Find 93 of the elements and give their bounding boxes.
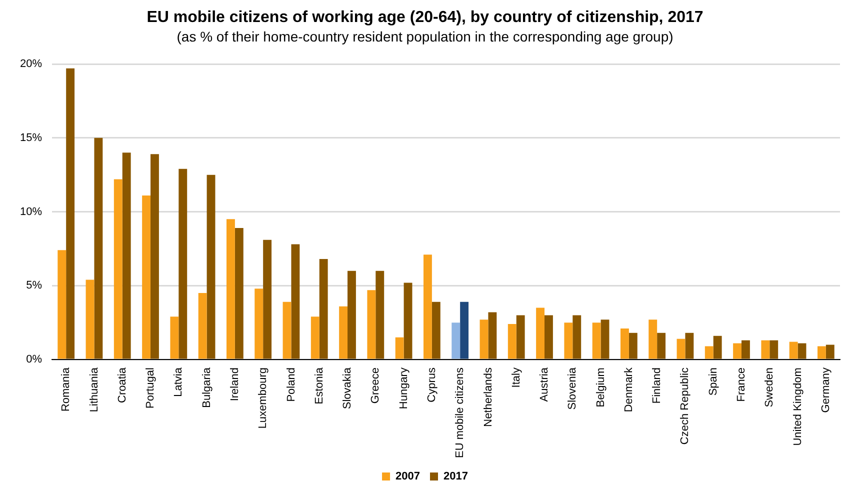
bar	[516, 315, 525, 359]
x-tick-label: Romania	[60, 366, 72, 412]
bar	[395, 337, 404, 359]
x-tick-label: Lithuania	[88, 366, 100, 412]
bar	[282, 302, 292, 359]
x-tick-label: Luxembourg	[257, 368, 270, 429]
bar	[263, 240, 272, 359]
bar	[704, 346, 714, 359]
bar	[150, 154, 159, 359]
bar	[310, 316, 320, 359]
legend-label: 2017	[444, 470, 468, 483]
bar	[178, 168, 188, 359]
x-tick-label: Finland	[651, 368, 664, 404]
chart-subtitle: (as % of their home-country resident population in the corresponding age group)	[176, 28, 674, 44]
bar	[66, 68, 75, 359]
x-tick-label: Bulgaria	[200, 366, 213, 408]
x-tick-label: Estonia	[313, 366, 326, 404]
legend-label: 2007	[396, 470, 420, 483]
x-tick-label: Germany	[820, 367, 832, 413]
x-tick-label: France	[736, 368, 748, 402]
bar	[826, 344, 834, 359]
bar	[564, 322, 573, 359]
bar	[789, 342, 798, 359]
x-tick-label: Greece	[370, 368, 382, 404]
bar	[348, 270, 356, 359]
x-tick-label: EU mobile citizens	[454, 367, 466, 458]
bar	[572, 315, 582, 359]
x-tick-label: Cyprus	[426, 367, 438, 402]
bar	[488, 312, 497, 359]
y-tick-label: 10%	[20, 206, 42, 218]
x-tick-label: Belgium	[594, 368, 607, 408]
bar	[114, 179, 122, 359]
bar	[761, 340, 770, 359]
x-tick-label: Netherlands	[482, 367, 494, 427]
x-tick-label: Latvia	[172, 366, 185, 397]
bar	[600, 320, 610, 359]
bar	[142, 196, 151, 359]
bar	[423, 254, 432, 359]
bar	[657, 332, 666, 359]
y-tick-label: 20%	[20, 58, 42, 70]
bar	[544, 315, 553, 359]
x-tick-label: Ireland	[228, 368, 241, 402]
x-tick-label: Slovakia	[342, 366, 354, 410]
x-tick-label: Denmark	[622, 367, 635, 412]
bar	[226, 219, 235, 359]
bar	[234, 228, 244, 359]
y-tick-label: 15%	[20, 132, 42, 144]
x-tick-label: Hungary	[398, 367, 410, 410]
bar	[713, 336, 722, 359]
x-tick-label: Czech Republic	[679, 367, 692, 445]
bar	[460, 302, 469, 359]
bar	[676, 338, 686, 359]
bar	[432, 302, 440, 359]
bar	[628, 332, 638, 359]
x-tick-label: Spain	[707, 368, 720, 396]
bar	[452, 322, 460, 359]
bar	[206, 174, 216, 359]
chart-title: EU mobile citizens of working age (20-64), by country of citizenship, 2017	[146, 9, 704, 26]
y-tick-label: 0%	[26, 354, 42, 366]
bar	[742, 340, 750, 359]
bar	[339, 306, 348, 359]
bar	[58, 250, 66, 359]
x-tick-label: Italy	[510, 367, 522, 388]
y-tick-label: 5%	[26, 280, 42, 292]
bar	[319, 259, 328, 359]
x-tick-label: Austria	[538, 366, 551, 402]
bar	[592, 322, 601, 359]
bar	[620, 328, 629, 359]
bar	[254, 288, 264, 359]
x-tick-label: Slovenia	[566, 366, 579, 410]
bar	[685, 332, 694, 359]
bar	[508, 324, 516, 359]
bar	[198, 293, 207, 359]
bar	[648, 320, 658, 359]
bar	[291, 244, 300, 359]
bar	[536, 308, 545, 359]
bar	[733, 343, 742, 359]
x-tick-label: Sweden	[764, 368, 776, 408]
bar	[798, 343, 806, 359]
x-tick-label: Croatia	[116, 366, 128, 403]
bar	[404, 282, 412, 359]
bar	[86, 280, 94, 359]
bar	[480, 320, 488, 359]
x-tick-label: Poland	[285, 368, 298, 402]
bar	[170, 316, 179, 359]
x-tick-label: United Kingdom	[792, 368, 804, 446]
bar	[94, 138, 103, 359]
bar	[770, 340, 778, 359]
bar	[817, 346, 826, 359]
bar	[367, 290, 376, 359]
bar	[376, 270, 384, 359]
x-tick-label: Portugal	[144, 368, 157, 409]
bar	[122, 152, 131, 359]
